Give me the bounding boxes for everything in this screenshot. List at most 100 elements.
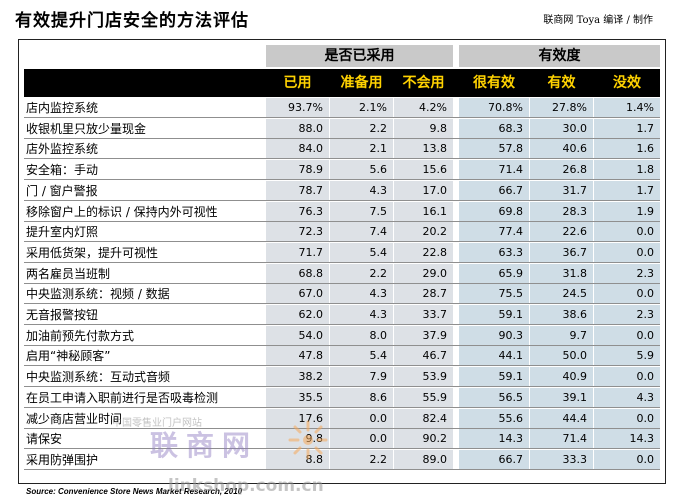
table-cell: 2.1 [330, 139, 393, 159]
table-cell: 1.8 [594, 160, 660, 180]
table-cell: 26.8 [530, 160, 593, 180]
table-cell: 40.6 [530, 139, 593, 159]
column-header-bar [24, 69, 660, 97]
table-cell: 56.5 [459, 387, 529, 407]
row-label: 中央监测系统：视频 / 数据 [26, 287, 170, 302]
table-cell: 38.2 [266, 367, 329, 387]
table-cell: 5.4 [330, 346, 393, 366]
table-cell: 1.7 [594, 180, 660, 200]
table-cell: 40.9 [530, 367, 593, 387]
row-label: 在员工申请入职前进行是否吸毒检测 [26, 390, 219, 405]
row-label: 采用防弹围护 [26, 452, 99, 467]
table-cell: 84.0 [266, 139, 329, 159]
table-cell: 67.0 [266, 284, 329, 304]
table-cell: 4.2% [394, 98, 453, 117]
table-cell: 4.3 [594, 387, 660, 407]
source-note: Source: Convenience Store News Market Re… [26, 487, 243, 496]
table-cell: 71.4 [459, 160, 529, 180]
table-cell: 37.9 [394, 325, 453, 345]
table-cell: 22.6 [530, 222, 593, 242]
table-cell: 17.0 [394, 180, 453, 200]
table-cell: 90.2 [394, 429, 453, 449]
table-cell: 5.4 [330, 242, 393, 262]
table-cell: 7.9 [330, 367, 393, 387]
table-cell: 72.3 [266, 222, 329, 242]
table-row: 安全箱：手动 78.9 5.6 15.6 71.4 26.8 1.8 [24, 160, 660, 181]
watermark-sun-icon [288, 420, 328, 460]
table-cell: 55.9 [394, 387, 453, 407]
table-cell: 27.8% [530, 98, 593, 117]
table-cell: 0.0 [594, 242, 660, 262]
table-row: 无音报警按钮 62.0 4.3 33.7 59.1 38.6 2.3 [24, 305, 660, 325]
table-cell: 57.8 [459, 139, 529, 159]
table-cell: 14.3 [459, 429, 529, 449]
table-cell: 71.4 [530, 429, 593, 449]
table-cell: 59.1 [459, 367, 529, 387]
table-row: 采用防弹围护 8.8 2.2 89.0 66.7 33.3 0.0 [24, 449, 660, 470]
table-cell: 8.0 [330, 325, 393, 345]
table-cell: 63.3 [459, 242, 529, 262]
row-label: 店外监控系统 [26, 142, 99, 157]
table-cell: 93.7% [266, 98, 329, 117]
table-cell: 77.4 [459, 222, 529, 242]
table-row: 启用“神秘顾客” 47.8 5.4 46.7 44.1 50.0 5.9 [24, 346, 660, 367]
table-cell: 90.3 [459, 325, 529, 345]
table-cell: 2.2 [330, 449, 393, 469]
table-frame [18, 39, 666, 484]
table-cell: 1.4% [594, 98, 660, 117]
table-row: 加油前预先付款方式 54.0 8.0 37.9 90.3 9.7 0.0 [24, 325, 660, 346]
table-cell: 29.0 [394, 263, 453, 283]
table-cell: 0.0 [330, 429, 393, 449]
table-cell: 69.8 [459, 201, 529, 221]
table-cell: 4.3 [330, 305, 393, 324]
table-cell: 8.8 [266, 449, 329, 469]
table-cell: 68.8 [266, 263, 329, 283]
table-cell: 38.6 [530, 305, 593, 324]
table-cell: 0.0 [594, 367, 660, 387]
row-label: 启用“神秘顾客” [26, 349, 111, 364]
table-cell: 88.0 [266, 118, 329, 138]
table-cell: 24.5 [530, 284, 593, 304]
row-label: 两名雇员当班制 [26, 266, 111, 281]
table-cell: 0.0 [594, 449, 660, 469]
table-cell: 17.6 [266, 408, 329, 428]
table-cell: 5.6 [330, 160, 393, 180]
table-cell: 2.2 [330, 118, 393, 138]
table-row: 减少商店营业时间 17.6 0.0 82.4 55.6 44.4 0.0 [24, 408, 660, 429]
table-cell: 0.0 [594, 222, 660, 242]
table-cell: 30.0 [530, 118, 593, 138]
row-label: 移除窗户上的标识 / 保持内外可视性 [26, 204, 218, 219]
table-cell: 89.0 [394, 449, 453, 469]
row-label: 减少商店营业时间 [26, 411, 123, 426]
table-cell: 13.8 [394, 139, 453, 159]
table-cell: 28.3 [530, 201, 593, 221]
column-header-very-effective: 很有效 [473, 75, 515, 91]
row-label: 请保安 [26, 432, 63, 447]
table-cell: 65.9 [459, 263, 529, 283]
table-cell: 66.7 [459, 180, 529, 200]
table-cell: 44.1 [459, 346, 529, 366]
table-cell: 55.6 [459, 408, 529, 428]
table-row: 在员工申请入职前进行是否吸毒检测 35.5 8.6 55.9 56.5 39.1 4.3 [24, 387, 660, 408]
credit-text: 联商网 Toya 编译 / 制作 [543, 15, 653, 26]
table-cell: 78.7 [266, 180, 329, 200]
row-label: 收银机里只放少量现金 [26, 121, 147, 136]
table-cell: 31.8 [530, 263, 593, 283]
table-cell: 15.6 [394, 160, 453, 180]
table-cell: 2.1% [330, 98, 393, 117]
column-header-used: 已用 [283, 75, 312, 91]
row-label: 采用低货架，提升可视性 [26, 245, 159, 260]
table-cell: 4.3 [330, 284, 393, 304]
row-label: 门 / 窗户警报 [26, 183, 98, 198]
column-header-wont-use: 不会用 [402, 75, 445, 91]
table-cell: 8.6 [330, 387, 393, 407]
group-header-adoption: 是否已采用 [266, 45, 453, 67]
row-label: 店内监控系统 [26, 101, 99, 115]
page-title: 有效提升门店安全的方法评估 [15, 11, 249, 31]
table-cell: 35.5 [266, 387, 329, 407]
table-cell: 31.7 [530, 180, 593, 200]
table-cell: 47.8 [266, 346, 329, 366]
table-cell: 33.3 [530, 449, 593, 469]
table-row: 请保安 9.8 0.0 90.2 14.3 71.4 14.3 [24, 429, 660, 450]
table-cell: 1.6 [594, 139, 660, 159]
